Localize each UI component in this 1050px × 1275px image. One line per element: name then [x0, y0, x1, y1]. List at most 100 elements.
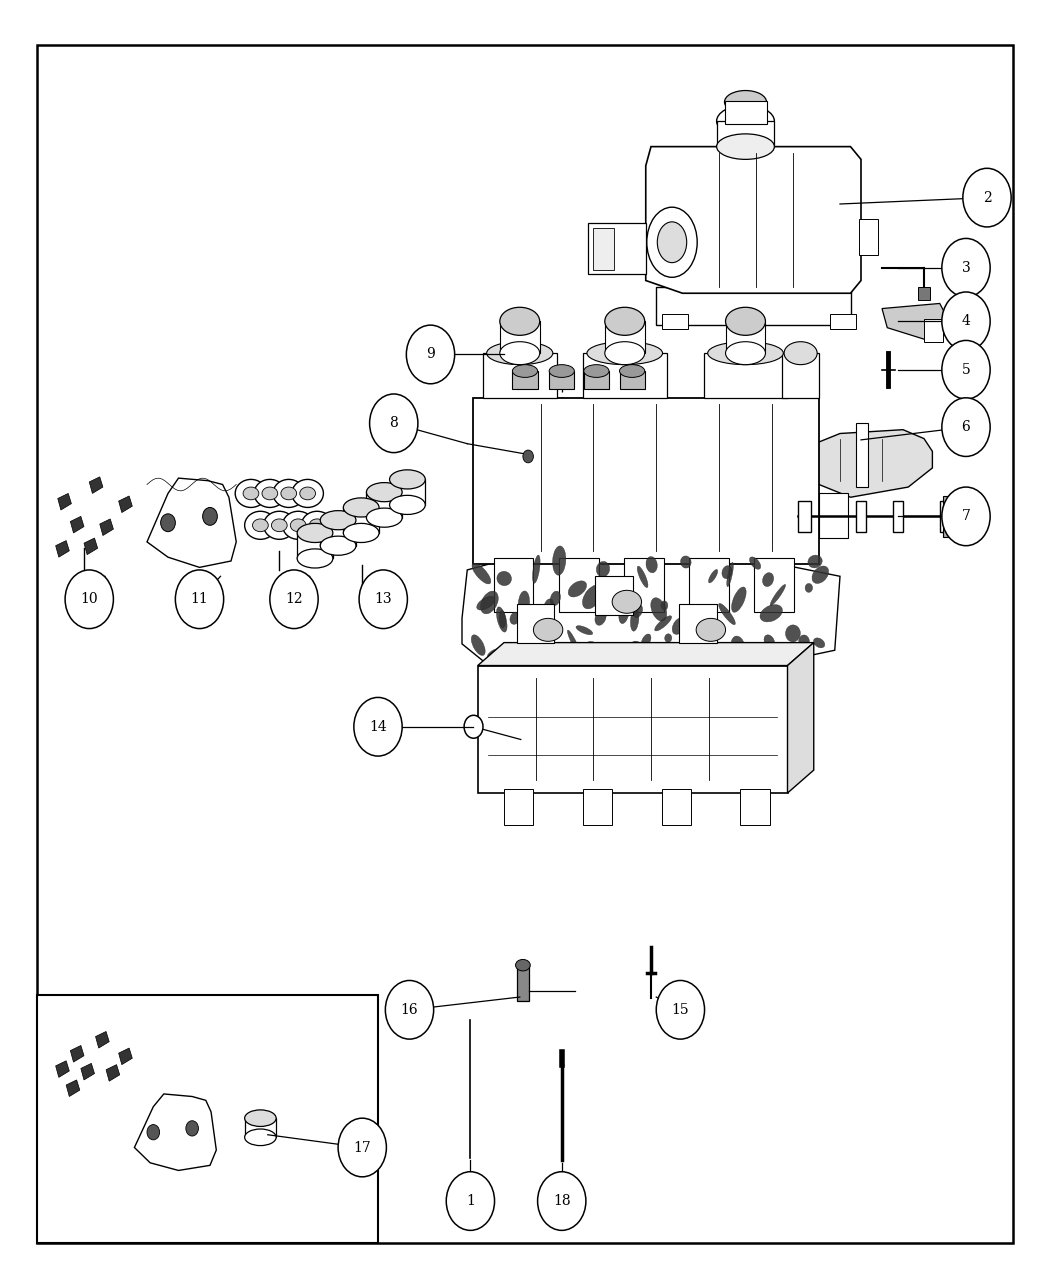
Bar — [620, 371, 645, 389]
Ellipse shape — [343, 499, 379, 518]
Ellipse shape — [630, 608, 638, 631]
Ellipse shape — [292, 479, 323, 507]
Ellipse shape — [487, 649, 499, 658]
Ellipse shape — [584, 365, 609, 377]
Bar — [940, 501, 953, 532]
Ellipse shape — [245, 1130, 276, 1145]
Ellipse shape — [605, 307, 645, 335]
Bar — [704, 353, 788, 398]
Bar — [245, 1118, 276, 1137]
Ellipse shape — [273, 479, 304, 507]
Ellipse shape — [750, 557, 760, 569]
Ellipse shape — [785, 625, 800, 641]
Bar — [478, 666, 788, 793]
Text: 15: 15 — [672, 1003, 689, 1016]
Polygon shape — [462, 551, 840, 672]
Polygon shape — [84, 538, 98, 555]
Circle shape — [963, 168, 1011, 227]
Bar — [605, 321, 645, 353]
Ellipse shape — [812, 566, 828, 584]
Bar — [559, 558, 598, 612]
Bar — [819, 493, 848, 538]
Bar — [856, 423, 868, 487]
Ellipse shape — [583, 585, 603, 609]
Text: 8: 8 — [390, 417, 398, 430]
Ellipse shape — [254, 479, 286, 507]
Bar — [782, 353, 819, 398]
Ellipse shape — [301, 511, 333, 539]
Circle shape — [406, 325, 455, 384]
Ellipse shape — [651, 598, 667, 621]
Bar — [472, 398, 819, 564]
Ellipse shape — [271, 519, 288, 532]
Bar — [624, 558, 664, 612]
Ellipse shape — [481, 592, 499, 613]
Circle shape — [270, 570, 318, 629]
Polygon shape — [808, 430, 932, 497]
Bar — [754, 558, 794, 612]
Polygon shape — [96, 1031, 109, 1048]
Ellipse shape — [762, 572, 774, 586]
Ellipse shape — [620, 365, 645, 377]
Ellipse shape — [297, 524, 333, 543]
Circle shape — [523, 450, 533, 463]
Text: 1: 1 — [466, 1195, 475, 1207]
Circle shape — [656, 980, 705, 1039]
Bar — [517, 965, 529, 1001]
Ellipse shape — [320, 511, 356, 530]
Ellipse shape — [549, 365, 574, 377]
Ellipse shape — [280, 487, 296, 500]
Bar — [37, 994, 378, 1243]
Circle shape — [385, 980, 434, 1039]
Ellipse shape — [320, 537, 356, 556]
Text: 7: 7 — [962, 510, 970, 523]
Polygon shape — [56, 1061, 69, 1077]
Text: 4: 4 — [962, 315, 970, 328]
Ellipse shape — [726, 307, 765, 335]
Polygon shape — [81, 1063, 94, 1080]
Bar — [798, 501, 811, 532]
Polygon shape — [106, 1065, 120, 1081]
Ellipse shape — [807, 555, 822, 567]
Ellipse shape — [390, 470, 425, 490]
Ellipse shape — [282, 511, 314, 539]
Ellipse shape — [243, 487, 258, 500]
Bar — [297, 533, 333, 558]
Bar — [584, 371, 609, 389]
Ellipse shape — [646, 557, 657, 572]
Ellipse shape — [631, 641, 646, 657]
Circle shape — [359, 570, 407, 629]
Ellipse shape — [731, 636, 746, 660]
Circle shape — [147, 1125, 160, 1140]
Ellipse shape — [618, 602, 629, 623]
Ellipse shape — [784, 342, 817, 365]
Ellipse shape — [760, 604, 782, 622]
Text: 3: 3 — [962, 261, 970, 274]
Ellipse shape — [654, 616, 672, 631]
Ellipse shape — [252, 519, 269, 532]
Circle shape — [175, 570, 224, 629]
Text: 5: 5 — [962, 363, 970, 376]
Ellipse shape — [552, 546, 566, 575]
Ellipse shape — [500, 342, 540, 365]
Ellipse shape — [805, 584, 813, 593]
Ellipse shape — [297, 550, 333, 569]
Ellipse shape — [366, 509, 402, 528]
Ellipse shape — [680, 556, 691, 569]
Ellipse shape — [290, 519, 307, 532]
Ellipse shape — [544, 599, 553, 615]
Bar — [588, 223, 646, 274]
Ellipse shape — [696, 612, 707, 636]
Bar — [859, 219, 878, 255]
Ellipse shape — [550, 592, 561, 606]
Ellipse shape — [497, 607, 507, 632]
Bar — [366, 492, 402, 518]
Text: 11: 11 — [191, 593, 208, 606]
Ellipse shape — [533, 618, 563, 641]
Circle shape — [942, 487, 990, 546]
Text: 12: 12 — [286, 593, 302, 606]
Bar — [320, 520, 356, 546]
Circle shape — [464, 715, 483, 738]
Ellipse shape — [727, 562, 733, 586]
Ellipse shape — [724, 91, 766, 113]
